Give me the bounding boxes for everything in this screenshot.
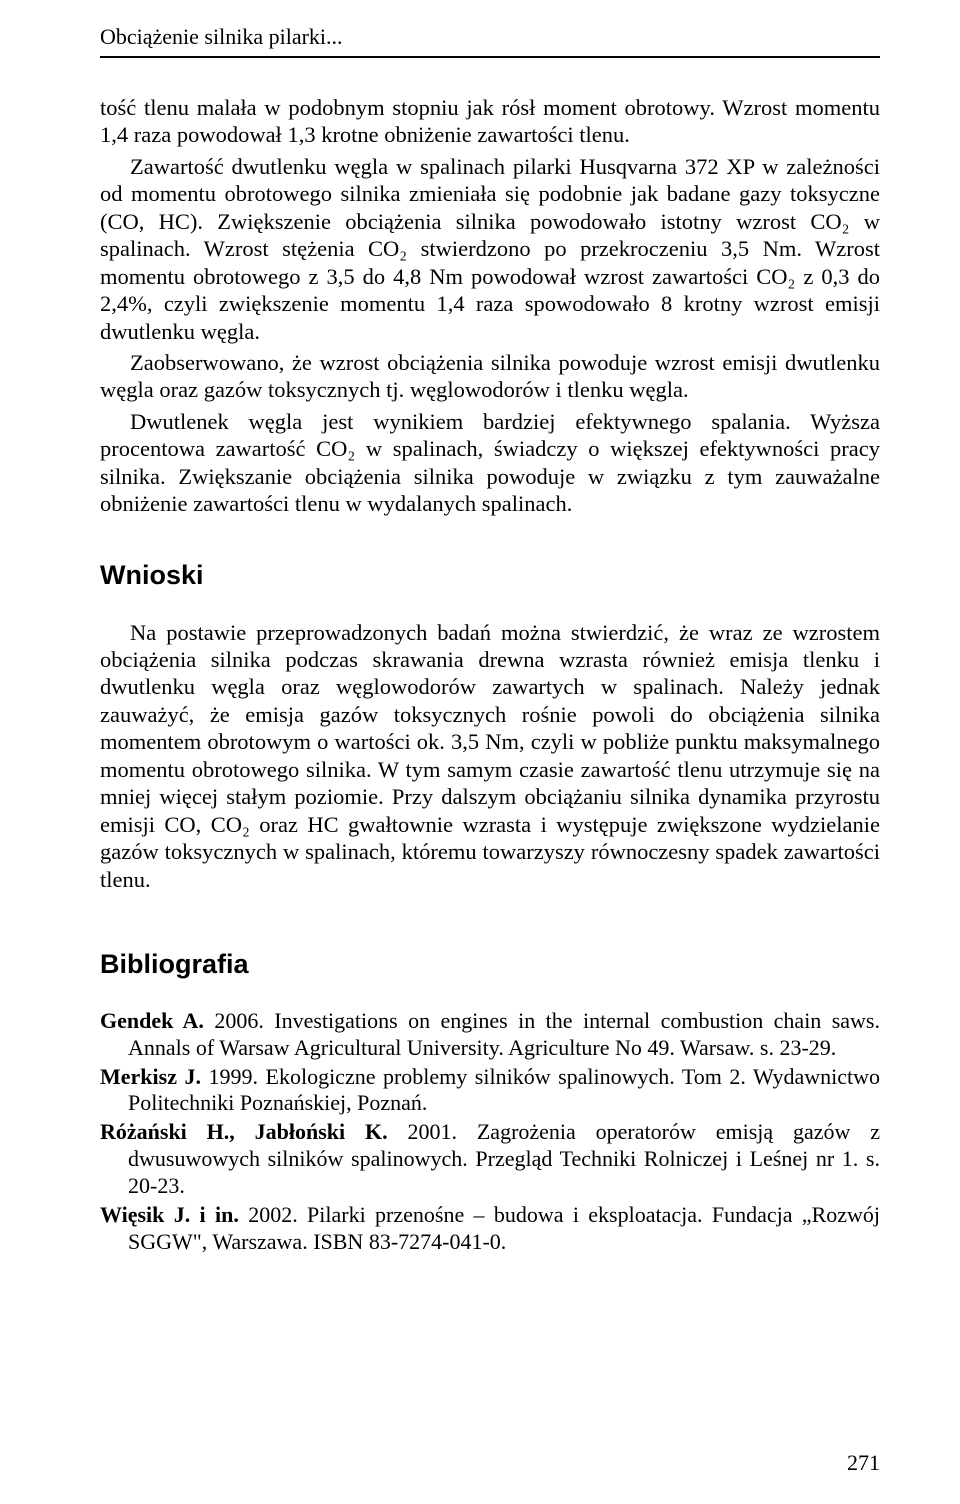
biblio-author: Więsik J. i in. [100,1202,239,1227]
heading-wnioski: Wnioski [100,560,880,591]
biblio-author: Różański H., Jabłoński K. [100,1119,388,1144]
biblio-year: 2006. [214,1008,264,1033]
heading-bibliografia: Bibliografia [100,949,880,980]
page-number: 271 [847,1450,880,1476]
biblio-year: 2002. [248,1202,298,1227]
biblio-entry: Gendek A. 2006. Investigations on engine… [100,1008,880,1062]
biblio-year: 2001. [407,1119,457,1144]
paragraph-4-text: Dwutlenek węgla jest wynikiem bardziej e… [100,409,880,516]
biblio-year: 1999. [209,1064,259,1089]
bibliography-list: Gendek A. 2006. Investigations on engine… [100,1008,880,1255]
running-header: Obciążenie silnika pilarki... [100,24,880,58]
biblio-author: Merkisz J. [100,1064,201,1089]
paragraph-2: Zawartość dwutlenku węgla w spalinach pi… [100,153,880,345]
paragraph-1: tość tlenu malała w podobnym stopniu jak… [100,94,880,149]
biblio-entry: Merkisz J. 1999. Ekologiczne problemy si… [100,1064,880,1118]
biblio-entry: Więsik J. i in. 2002. Pilarki przenośne … [100,1202,880,1256]
biblio-rest: Pilarki przenośne – budowa i eksploatacj… [128,1202,880,1254]
biblio-author: Gendek A. [100,1008,204,1033]
wnioski-paragraph: Na postawie przeprowadzonych badań można… [100,619,880,893]
paragraph-2-text: Zawartość dwutlenku węgla w spalinach pi… [100,154,880,344]
paragraph-3-text: Zaobserwowano, że wzrost obciążenia siln… [100,350,880,402]
paragraph-4: Dwutlenek węgla jest wynikiem bardziej e… [100,408,880,518]
wnioski-paragraph-text: Na postawie przeprowadzonych badań można… [100,620,880,892]
biblio-entry: Różański H., Jabłoński K. 2001. Zagrożen… [100,1119,880,1199]
paragraph-3: Zaobserwowano, że wzrost obciążenia siln… [100,349,880,404]
